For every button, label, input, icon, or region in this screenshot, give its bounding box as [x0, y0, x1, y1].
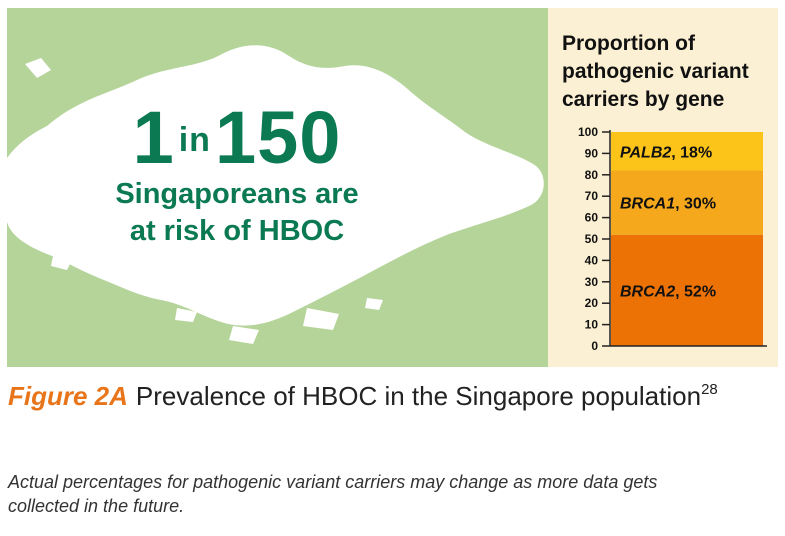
y-tick-label: 20 — [585, 296, 599, 310]
y-tick-label: 30 — [585, 275, 599, 289]
y-tick-label: 100 — [578, 125, 598, 139]
figure-caption-text: Prevalence of HBOC in the Singapore popu… — [135, 381, 702, 411]
y-tick-label: 10 — [585, 318, 599, 332]
y-tick-label: 90 — [585, 146, 599, 160]
y-tick-label: 80 — [585, 168, 599, 182]
chart-panel: Proportion of pathogenic variant carrier… — [548, 8, 778, 367]
figure-note: Actual percentages for pathogenic varian… — [8, 472, 658, 516]
y-tick-label: 0 — [591, 339, 598, 353]
figure-label: Figure 2A — [8, 381, 128, 411]
stat-headline: 1 in150 — [7, 98, 467, 180]
figure-caption: Figure 2A Prevalence of HBOC in the Singa… — [8, 380, 778, 412]
singapore-map-panel: 1 in150 Singaporeans are at risk of HBOC — [7, 8, 548, 367]
stat-line-2: at risk of HBOC — [129, 215, 345, 247]
stat-number-1: 1 — [132, 96, 175, 179]
bar-segment-brca1 — [611, 170, 763, 235]
stacked-bar-chart: BRCA2, 52% BRCA1, 30% PALB2, 18% 0 10 20 30 40 5… — [578, 125, 767, 353]
segment-label-brca2: BRCA2, 52% — [620, 283, 716, 300]
y-tick-label: 60 — [585, 211, 599, 225]
stat-line-1: Singaporeans are — [115, 178, 359, 210]
singapore-island-shape — [7, 45, 544, 344]
stat-number-2: 150 — [214, 96, 342, 179]
figure-reference: 28 — [701, 381, 718, 398]
chart-title: Proportion of pathogenic variant carrier… — [562, 32, 749, 111]
y-tick-label: 40 — [585, 253, 599, 267]
segment-label-brca1: BRCA1, 30% — [620, 196, 716, 213]
bar-segment-brca2 — [611, 234, 763, 346]
bar-segment-palb2 — [611, 132, 763, 171]
y-tick-label: 70 — [585, 189, 599, 203]
stat-in-word: in — [178, 121, 211, 159]
segment-label-palb2: PALB2, 18% — [620, 144, 712, 161]
y-tick-label: 50 — [585, 232, 599, 246]
